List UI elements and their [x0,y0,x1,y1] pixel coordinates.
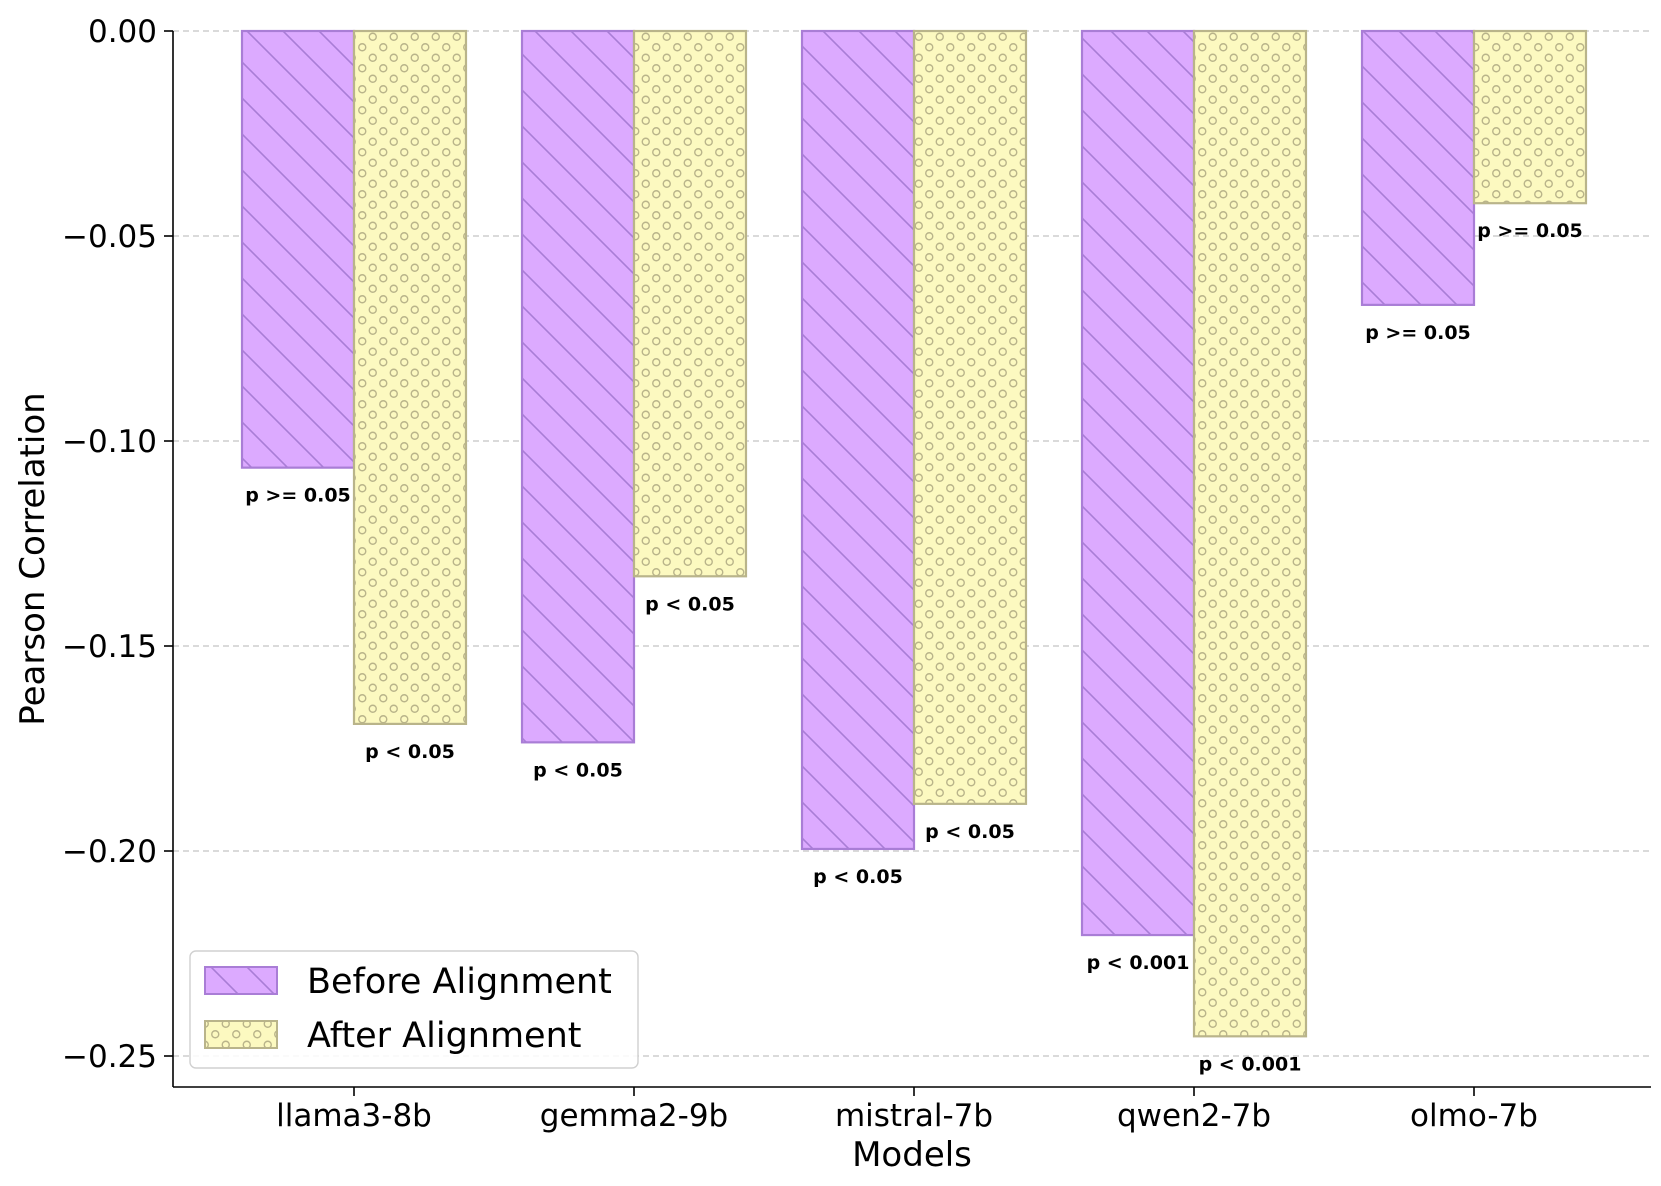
y-tick-label: 0.00 [88,14,157,50]
p-value-label: p < 0.05 [813,866,903,888]
bars [240,29,1588,1038]
bar-after-mistral-7b [912,29,1028,805]
y-axis-label: Pearson Correlation [13,392,53,725]
x-tick-label: llama3-8b [276,1098,432,1134]
p-value-label: p < 0.05 [925,821,1015,843]
y-tick-label: −0.20 [62,834,157,870]
x-axis-label: Models [852,1135,972,1175]
bar-before-mistral-7b [800,29,916,851]
p-value-label: p < 0.001 [1087,952,1190,974]
y-tick-label: −0.25 [62,1039,157,1075]
y-tick-label: −0.05 [62,219,157,255]
legend-label-after: After Alignment [307,1016,582,1056]
p-value-label: p < 0.05 [533,759,623,781]
x-tick-label: mistral-7b [835,1098,993,1134]
legend-label-before: Before Alignment [307,962,612,1002]
bar-after-llama3-8b [352,29,468,726]
bar-before-llama3-8b [240,29,356,469]
legend-swatch-after [204,1020,278,1049]
y-tick-label: −0.15 [62,629,157,665]
y-tick-label: −0.10 [62,424,157,460]
p-value-label: p < 0.05 [365,741,455,763]
bar-after-olmo-7b [1472,29,1588,205]
bar-before-qwen2-7b [1080,29,1196,937]
legend-frame [189,950,639,1069]
p-value-label: p >= 0.05 [1365,322,1471,344]
p-value-label: p < 0.001 [1199,1053,1302,1075]
y-ticks: 0.00 −0.05 −0.10 −0.15 −0.20 −0.25 [62,14,173,1075]
p-value-label: p >= 0.05 [245,485,351,507]
p-value-label: p >= 0.05 [1477,220,1583,242]
x-tick-label: olmo-7b [1410,1098,1538,1134]
bar-after-qwen2-7b [1192,29,1308,1038]
bar-after-gemma2-9b [632,29,748,578]
bar-before-olmo-7b [1360,29,1476,306]
x-tick-label: gemma2-9b [540,1098,728,1134]
p-value-labels: p >= 0.05 p < 0.05 p < 0.05 p < 0.001 p >= 0… [245,220,1583,1075]
x-ticks: llama3-8b gemma2-9b mistral-7b qwen2-7b olmo… [276,1087,1538,1134]
bar-before-gemma2-9b [520,29,636,744]
p-value-label: p < 0.05 [645,593,735,615]
x-tick-label: qwen2-7b [1117,1098,1271,1134]
legend-swatch-before [204,966,278,995]
legend: Before Alignment After Alignment [189,950,639,1069]
